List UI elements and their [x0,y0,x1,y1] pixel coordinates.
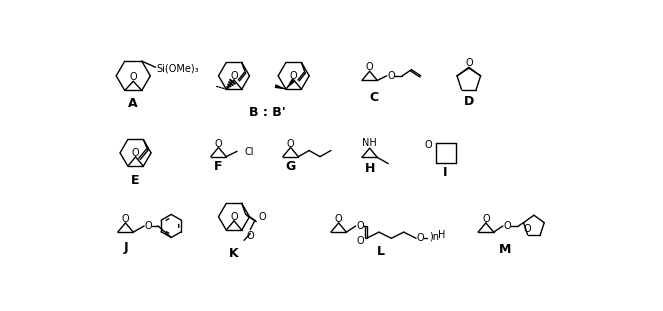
Text: O: O [357,236,364,246]
Text: NH: NH [362,138,377,148]
Text: O: O [482,214,490,224]
Text: F: F [214,160,223,173]
Text: O: O [335,214,342,224]
Text: H: H [365,162,375,175]
Text: O: O [366,62,373,72]
Text: C: C [369,91,378,104]
Text: O: O [424,140,432,150]
Text: O: O [230,71,238,81]
Text: I: I [444,165,448,179]
Text: H: H [438,230,445,240]
Text: O: O [387,71,395,81]
Text: O: O [357,221,364,231]
Text: E: E [131,174,140,187]
Text: J: J [123,241,128,254]
Text: O: O [504,221,511,231]
Text: G: G [286,160,296,173]
Text: O: O [465,58,473,68]
Text: Si(OMe)₃: Si(OMe)₃ [156,64,199,74]
Text: O: O [215,139,222,149]
Text: O: O [129,72,137,82]
Text: O: O [132,148,139,158]
Text: O: O [523,225,531,234]
Text: )n: )n [430,232,440,242]
Text: L: L [377,245,385,258]
Text: O: O [287,139,294,149]
Text: O: O [417,233,424,243]
Text: Cl: Cl [244,147,253,157]
Text: K: K [229,247,239,260]
Text: O: O [230,212,238,222]
Text: O: O [145,221,152,231]
Text: M: M [499,243,511,256]
Text: O: O [290,71,298,81]
Polygon shape [286,78,296,89]
Text: O: O [122,214,129,224]
Polygon shape [274,84,286,90]
Text: A: A [129,97,138,110]
Text: O: O [247,231,254,241]
Text: D: D [463,95,474,108]
Text: B : B': B : B' [249,106,286,119]
Text: O: O [258,212,266,222]
